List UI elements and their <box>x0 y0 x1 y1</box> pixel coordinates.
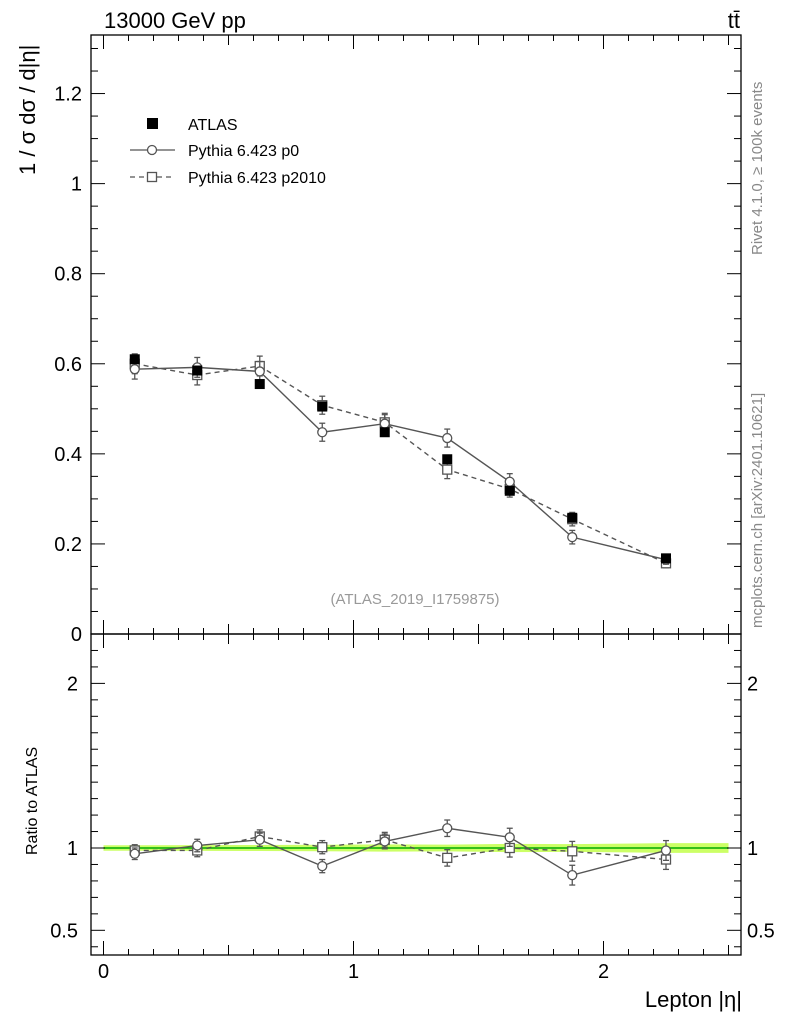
data-point-atlas <box>504 485 515 496</box>
data-point-p0 <box>442 432 453 444</box>
ratio-point-p0 <box>317 860 328 872</box>
ratio-y-tick-label-right: 1 <box>747 838 758 860</box>
ratio-y-tick-label-left: 1 <box>67 838 78 860</box>
ratio-point-p0 <box>192 840 203 851</box>
data-point-atlas <box>254 379 265 390</box>
x-tick-label: 1 <box>348 961 359 983</box>
data-point-p0 <box>317 427 328 438</box>
data-point-p0 <box>254 366 265 377</box>
data-point-p0 <box>379 418 390 429</box>
ratio-point-p2010 <box>567 846 578 857</box>
data-point-atlas <box>379 427 390 438</box>
data-point-atlas <box>661 553 671 564</box>
x-tick-label: 2 <box>598 961 609 983</box>
mcplots-info-text: mcplots.cern.ch [arXiv:2401.10621] <box>749 393 766 628</box>
ratio-point-p0 <box>254 834 265 845</box>
data-point-p2010 <box>442 464 453 475</box>
legend-label-p2010: Pythia 6.423 p2010 <box>188 170 326 187</box>
series-line-p0 <box>134 366 667 561</box>
data-point-atlas <box>567 512 578 523</box>
main-y-tick-label: 0.8 <box>54 264 82 286</box>
ratio-y-tick-label-left: 0.5 <box>50 920 78 942</box>
data-point-atlas <box>129 354 140 365</box>
main-y-tick-label: 1 <box>71 174 82 196</box>
legend-label-p0: Pythia 6.423 p0 <box>188 143 299 160</box>
main-y-tick-label: 0.4 <box>54 444 82 466</box>
ratio-point-p0 <box>504 832 515 843</box>
ratio-point-p0 <box>442 823 453 834</box>
ratio-point-p0 <box>379 836 390 847</box>
rivet-info-text: Rivet 4.1.0, ≥ 100k events <box>749 82 766 255</box>
process-label: tt̄ <box>728 8 740 33</box>
ratio-y-tick-label-right: 2 <box>747 673 758 695</box>
main-y-zero-label: 0 <box>71 624 82 646</box>
ratio-y-axis-label: Ratio to ATLAS <box>24 747 41 855</box>
main-y-tick-label: 0.2 <box>54 534 82 556</box>
data-point-p0 <box>504 476 515 487</box>
ratio-y-tick-label-left: 2 <box>67 673 78 695</box>
x-axis-label: Lepton |η| <box>645 987 742 1012</box>
x-tick-label: 0 <box>98 961 109 983</box>
ratio-point-p2010 <box>442 852 453 864</box>
ratio-point-p0 <box>129 848 140 859</box>
analysis-label: (ATLAS_2019_I1759875) <box>330 591 499 608</box>
data-point-atlas <box>192 365 203 376</box>
ratio-y-tick-label-right: 0.5 <box>747 920 775 942</box>
ratio-point-p2010 <box>317 842 328 853</box>
legend-marker-p0 <box>146 144 158 156</box>
legend-label-atlas: ATLAS <box>188 117 238 134</box>
ratio-point-p0 <box>567 870 578 881</box>
series-line-p2010 <box>134 363 667 564</box>
main-y-axis-label: 1 / σ dσ / d|η| <box>15 45 40 175</box>
ratio-plot-frame <box>90 633 742 956</box>
main-y-tick-label: 0.6 <box>54 354 82 376</box>
ratio-point-p0 <box>660 845 672 856</box>
data-point-p0 <box>129 364 140 375</box>
legend-marker-atlas <box>147 118 158 129</box>
legend-marker-p2010 <box>146 171 158 183</box>
data-point-p0 <box>567 532 578 543</box>
data-point-atlas <box>317 401 328 412</box>
legend: ATLAS Pythia 6.423 p0 Pythia 6.423 p2010 <box>130 117 326 187</box>
energy-label: 13000 GeV pp <box>104 8 246 33</box>
data-point-atlas <box>442 454 453 465</box>
main-y-tick-label: 1.2 <box>54 84 82 106</box>
